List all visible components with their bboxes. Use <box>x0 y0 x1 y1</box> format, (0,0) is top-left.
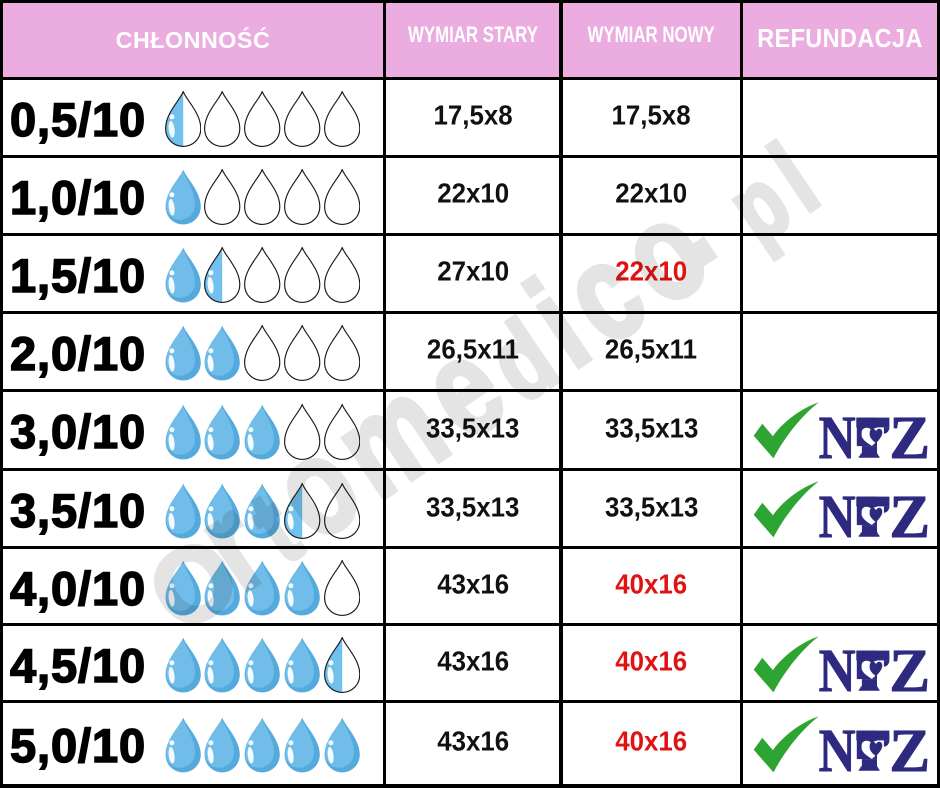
svg-text:N: N <box>818 650 855 692</box>
svg-text:Z: Z <box>889 417 928 459</box>
svg-text:N: N <box>818 730 855 772</box>
svg-text:Z: Z <box>889 730 928 772</box>
svg-text:Z: Z <box>889 650 928 692</box>
svg-text:N: N <box>818 496 855 538</box>
svg-text:Z: Z <box>889 496 928 538</box>
svg-text:N: N <box>818 417 855 459</box>
